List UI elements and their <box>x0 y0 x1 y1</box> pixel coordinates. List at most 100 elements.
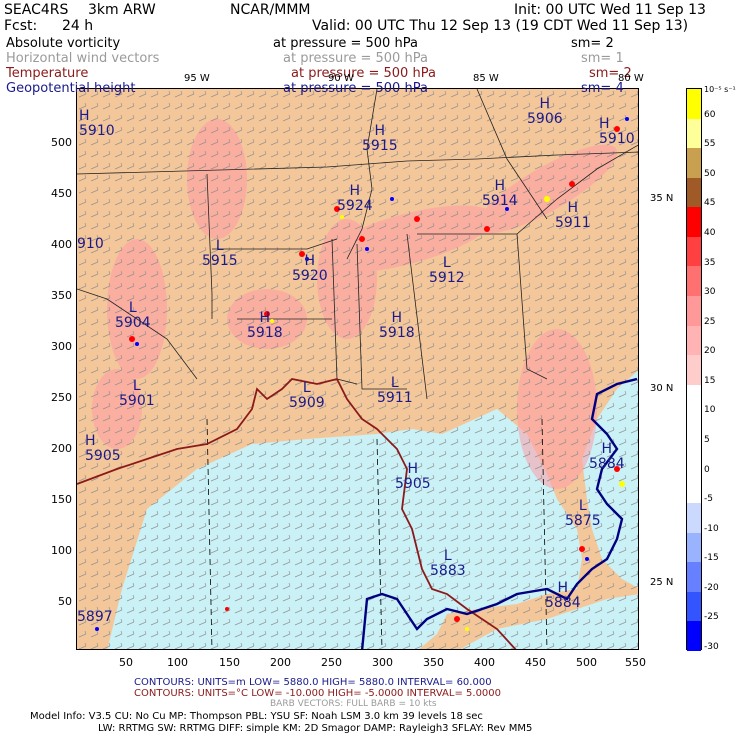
colorbar-segment <box>687 473 701 504</box>
colorbar-segment <box>687 384 701 415</box>
height-label-type: H <box>601 441 613 457</box>
wind-barbs <box>77 89 638 649</box>
y-tick: 100 <box>51 544 72 557</box>
height-label-value: 5909 <box>289 395 325 412</box>
height-label: L 5912 <box>429 255 465 287</box>
field-smoothing: sm= 4 <box>581 81 624 96</box>
colorbar-tick: 15 <box>704 375 716 386</box>
colorbar-segment <box>687 207 701 238</box>
height-label-type: H <box>407 461 419 477</box>
forecast-label: Fcst: <box>4 18 38 34</box>
height-label-value: 910 <box>77 236 104 252</box>
colorbar-tick: -10 <box>704 523 719 534</box>
contours-height-info: CONTOURS: UNITS=m LOW= 5880.0 HIGH= 5880… <box>134 677 492 688</box>
height-label-value: 5915 <box>202 253 238 270</box>
height-label: L 5875 <box>565 498 601 530</box>
latitude-label: 25 N <box>650 577 674 588</box>
colorbar-segment <box>687 296 701 327</box>
colorbar-segment <box>687 118 701 149</box>
height-label-type: H <box>599 116 610 132</box>
colorbar-segment <box>687 503 701 534</box>
colorbar-tick: 50 <box>704 168 716 179</box>
longitude-label: 80 W <box>618 73 644 84</box>
latitude-label: 30 N <box>650 383 674 394</box>
height-label-type: L <box>215 238 224 254</box>
height-label: H 5920 <box>292 253 328 285</box>
model-info-line1: Model Info: V3.5 CU: No Cu MP: Thompson … <box>30 711 483 722</box>
colorbar-tick: -25 <box>704 612 719 623</box>
height-label-type: H <box>391 310 403 326</box>
colorbar-tick: 35 <box>704 257 716 268</box>
height-label-value: 5914 <box>482 193 518 210</box>
height-label: H 5884 <box>589 441 625 473</box>
y-tick: 400 <box>51 238 72 251</box>
y-tick: 300 <box>51 340 72 353</box>
model-resolution: 3km ARW <box>88 2 156 18</box>
colorbar-tick: -20 <box>704 582 719 593</box>
colorbar-tick: 0 <box>704 464 710 475</box>
colorbar-segment <box>687 148 701 179</box>
height-label: L 5909 <box>289 380 325 412</box>
x-tick: 300 <box>372 656 393 669</box>
height-label-type: H <box>85 433 96 449</box>
map-canvas <box>77 89 638 649</box>
height-label-value: 5924 <box>337 198 373 215</box>
colorbar-tick: 20 <box>704 346 716 357</box>
height-label-type: L <box>390 375 399 391</box>
height-label: H 5918 <box>379 310 415 342</box>
graticule <box>206 418 548 649</box>
height-label-type: L <box>128 300 137 316</box>
height-label-value: 5915 <box>362 138 398 155</box>
colorbar-segment <box>687 621 701 652</box>
height-label-value: 5911 <box>555 215 591 232</box>
colorbar-segment <box>687 355 701 386</box>
colorbar-tick: 60 <box>704 109 716 120</box>
valid-time: Valid: 00 UTC Thu 12 Sep 13 (19 CDT Wed … <box>312 18 689 34</box>
x-tick: 550 <box>625 656 646 669</box>
field-pressure: at pressure = 500 hPa <box>273 36 418 51</box>
colorbar-tick: -5 <box>704 494 713 505</box>
colorbar-segment <box>687 414 701 445</box>
height-label-type: L <box>442 255 451 271</box>
colorbar-segment <box>687 591 701 622</box>
height-label-type: H <box>567 200 579 216</box>
height-label-type: H <box>374 123 386 139</box>
colorbar-segment <box>687 562 701 593</box>
height-label-value: 5918 <box>379 325 415 342</box>
colorbar-tick: 45 <box>704 198 716 209</box>
colorbar-tick: 5 <box>704 434 710 445</box>
y-tick: 250 <box>51 391 72 404</box>
weather-map: H 5910 H 5915 H 5906 H 5924 H 5914 H 5911 910 … <box>76 88 639 650</box>
height-label: 910 <box>77 236 104 252</box>
height-label-value: 5875 <box>565 513 601 530</box>
colorbar-segment <box>687 236 701 267</box>
x-tick: 350 <box>423 656 444 669</box>
colorbar-segment <box>687 532 701 563</box>
height-label-value: 5884 <box>545 595 581 612</box>
height-label: L 5911 <box>377 375 413 407</box>
field-name: Temperature <box>6 66 89 81</box>
height-contour <box>360 377 638 649</box>
height-label-type: H <box>259 310 271 326</box>
height-label: H 5905 <box>85 433 121 465</box>
colorbar <box>686 88 702 652</box>
height-label-value: 5904 <box>115 315 151 332</box>
height-label-type: H <box>557 580 569 596</box>
height-label: H 5906 <box>527 96 563 128</box>
state-borders <box>77 89 638 400</box>
colorbar-tick: 40 <box>704 227 716 238</box>
field-pressure: at pressure = 500 hPa <box>283 51 428 66</box>
y-tick: 200 <box>51 442 72 455</box>
height-label-value: 5910 <box>79 123 115 140</box>
colorbar-tick: -15 <box>704 553 719 564</box>
temperature-contour <box>77 377 517 649</box>
contours-temp-info: CONTOURS: UNITS=°C LOW= -10.000 HIGH= -5… <box>134 688 502 699</box>
height-label-value: 5911 <box>377 390 413 407</box>
height-label: H 5910 <box>79 108 115 140</box>
colorbar-segment <box>687 89 701 120</box>
height-label: L 5904 <box>115 300 151 332</box>
x-tick: 100 <box>167 656 188 669</box>
y-tick: 350 <box>51 289 72 302</box>
height-label-type: H <box>539 96 551 112</box>
field-pressure: at pressure = 500 hPa <box>291 66 436 81</box>
